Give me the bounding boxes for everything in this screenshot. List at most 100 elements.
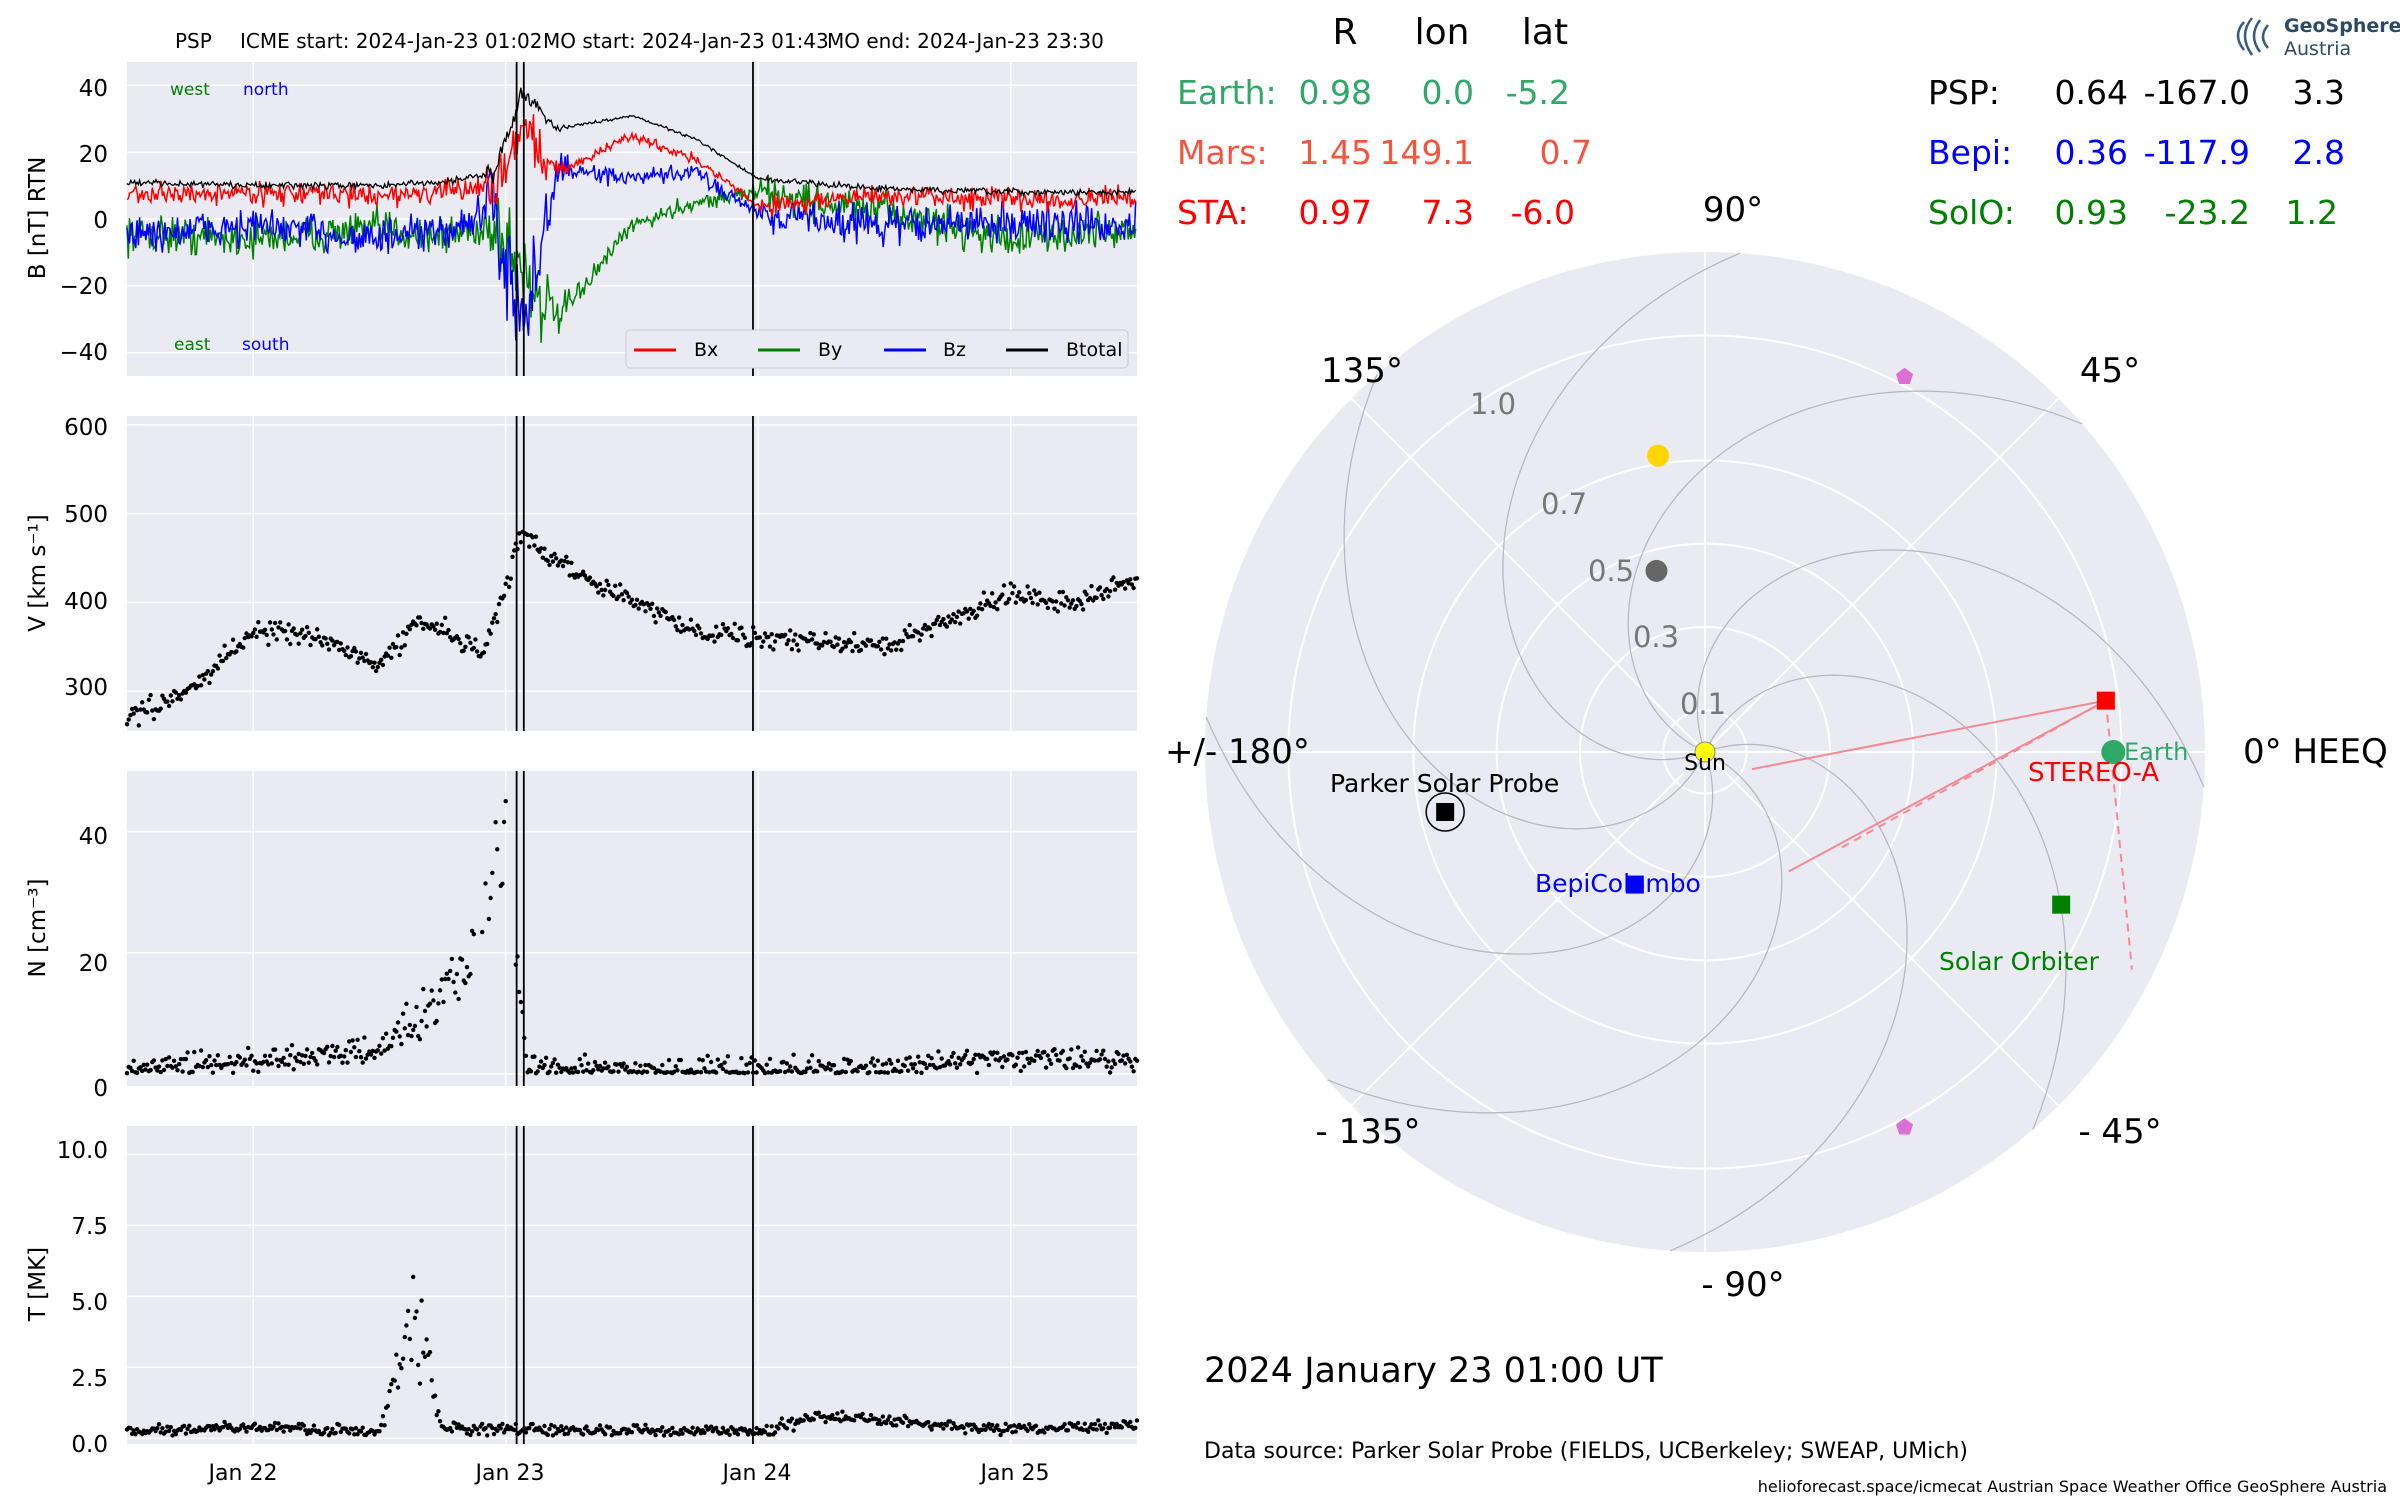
solo-row-r: 0.93 <box>2055 193 2128 232</box>
data-point-v <box>678 629 683 634</box>
data-point-n <box>173 1064 178 1069</box>
data-point-v <box>656 610 662 615</box>
bepicolombo-marker <box>1625 875 1644 894</box>
data-point-v <box>1084 592 1089 597</box>
data-point-n <box>1104 1064 1109 1069</box>
data-point-v <box>338 641 343 646</box>
data-point-t <box>719 1431 724 1436</box>
data-point-v <box>875 644 880 649</box>
data-point-t <box>998 1432 1003 1438</box>
data-point-t <box>483 1426 488 1431</box>
data-point-n <box>953 1061 958 1066</box>
data-point-v <box>885 646 891 651</box>
data-point-t <box>421 1350 426 1355</box>
data-point-t <box>1080 1427 1086 1433</box>
data-point-n <box>360 1060 365 1065</box>
data-point-v <box>899 647 904 653</box>
data-point-t <box>310 1428 315 1433</box>
data-point-n <box>429 988 434 993</box>
data-point-n <box>488 895 493 901</box>
data-point-n <box>584 1068 589 1073</box>
data-point-v <box>1032 588 1037 593</box>
data-point-t <box>274 1427 279 1433</box>
sta-row-label: STA: <box>1177 193 1249 232</box>
data-point-v <box>537 549 542 554</box>
data-point-v <box>308 642 313 648</box>
data-point-n <box>151 1058 157 1063</box>
data-point-n <box>288 1053 293 1058</box>
data-point-n <box>905 1068 911 1073</box>
n-ytick-40: 40 <box>79 824 108 850</box>
legend-label-bx: Bx <box>694 339 718 361</box>
data-point-t <box>163 1429 168 1435</box>
data-point-v <box>1094 595 1099 600</box>
data-point-t <box>429 1378 434 1383</box>
data-point-v <box>629 597 635 602</box>
data-point-t <box>552 1424 557 1429</box>
table-header-lat: lat <box>1522 12 1568 53</box>
data-point-n <box>784 1061 790 1066</box>
data-point-t <box>776 1426 781 1431</box>
data-point-t <box>757 1427 763 1433</box>
data-point-n <box>986 1062 992 1068</box>
data-point-t <box>436 1409 441 1414</box>
data-point-v <box>1097 585 1103 590</box>
data-point-v <box>251 630 256 636</box>
data-point-t <box>165 1424 170 1429</box>
data-point-t <box>498 1426 503 1431</box>
data-point-n <box>185 1050 190 1055</box>
earth-row-lat: -5.2 <box>1506 73 1570 112</box>
data-point-n <box>969 1060 975 1066</box>
psp-row-label: PSP: <box>1928 73 2000 112</box>
data-point-n <box>315 1062 320 1067</box>
data-point-t <box>209 1428 214 1433</box>
data-point-t <box>360 1425 365 1430</box>
data-point-v <box>555 563 561 568</box>
data-point-v <box>1106 594 1111 599</box>
data-point-v <box>641 602 646 607</box>
data-point-n <box>971 1056 976 1062</box>
data-point-t <box>714 1425 719 1431</box>
data-point-v <box>932 621 938 626</box>
data-point-n <box>299 1053 305 1058</box>
data-point-v <box>431 624 436 629</box>
radius-label-0-1: 0.1 <box>1680 687 1726 721</box>
data-point-v <box>968 606 973 612</box>
data-point-v <box>1131 585 1136 591</box>
data-point-v <box>808 630 813 636</box>
data-point-t <box>523 1430 529 1435</box>
data-point-n <box>407 1022 412 1028</box>
data-point-n <box>379 1051 384 1056</box>
data-point-v <box>937 622 943 628</box>
data-point-t <box>661 1433 667 1438</box>
data-point-v <box>762 631 768 636</box>
data-point-t <box>133 1432 138 1437</box>
data-point-t <box>1042 1430 1047 1435</box>
data-point-t <box>182 1423 187 1429</box>
data-point-t <box>434 1412 439 1418</box>
data-point-v <box>417 615 423 620</box>
polar-angle-spoke <box>1704 397 2060 753</box>
data-point-v <box>530 535 535 540</box>
data-point-n <box>924 1065 929 1071</box>
data-point-t <box>725 1428 731 1433</box>
data-point-v <box>468 640 473 645</box>
data-point-v <box>336 647 342 653</box>
data-point-v <box>894 647 899 652</box>
radius-label-0-7: 0.7 <box>1541 487 1587 521</box>
data-point-v <box>210 669 216 674</box>
series-by-line <box>126 174 1137 343</box>
data-point-v <box>503 581 508 586</box>
xtick-jan22: Jan 22 <box>207 1461 278 1486</box>
magnetic-field-panel: west north east south Bx By Bz Btotal B … <box>25 62 1137 376</box>
data-point-v <box>1027 591 1032 596</box>
data-point-t <box>772 1430 778 1435</box>
data-point-n <box>1116 1051 1121 1057</box>
data-point-v <box>146 697 152 702</box>
data-point-t <box>986 1421 992 1427</box>
data-point-t <box>867 1417 872 1423</box>
data-point-v <box>697 626 702 631</box>
radius-label-1-0: 1.0 <box>1470 387 1516 421</box>
data-point-v <box>624 590 630 596</box>
data-point-v <box>564 554 569 559</box>
